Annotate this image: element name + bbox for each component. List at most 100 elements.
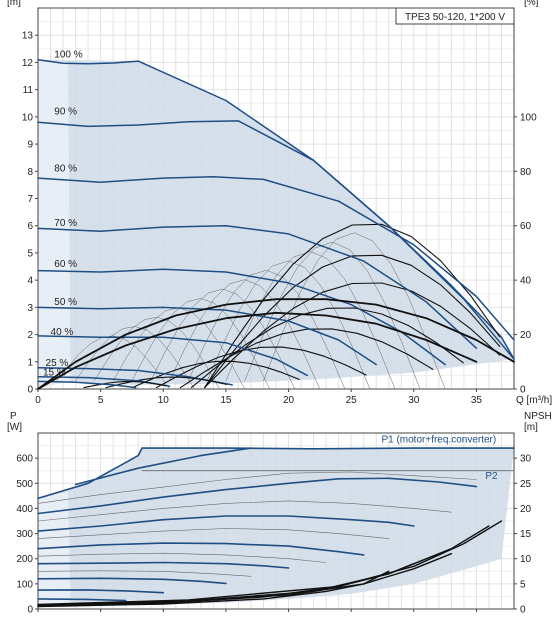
y-right-tick-label: 60 (520, 221, 532, 232)
y-tick-label: 4 (27, 276, 33, 287)
eta-iso-line (131, 298, 270, 390)
speed-curve-60-line (37, 268, 446, 366)
eta-arc (155, 346, 367, 389)
annotation-label: P1 (motor+freq.converter) (381, 435, 496, 446)
y-tick-label: 400 (16, 504, 33, 515)
eta-iso-line (169, 279, 321, 390)
operating-envelope (38, 59, 514, 385)
speed-label: 15 % (43, 368, 66, 379)
eta-iso-line (150, 288, 296, 390)
y-right-axis-unit: [%] (524, 0, 539, 8)
min-speed-curve (37, 380, 137, 389)
npsh-curve (37, 570, 390, 608)
npsh-curve (37, 520, 503, 606)
y-right-tick-label: 10 (520, 554, 532, 565)
x-tick-label: 25 (346, 395, 358, 406)
y-right-axis-label: NPSH (524, 411, 552, 422)
y-tick-label: 3 (27, 303, 33, 314)
speed-label: 40 % (51, 327, 74, 338)
speed-label: 80 % (54, 164, 77, 175)
y-tick-label: 500 (16, 479, 33, 490)
x-tick-label: 20 (283, 395, 295, 406)
y-right-tick-label: 40 (520, 276, 532, 287)
thin-power-curve (37, 500, 452, 522)
y-axis-unit: [m] (7, 0, 21, 8)
eta-iso-line (188, 269, 346, 390)
y-tick-label: 0 (27, 605, 33, 616)
eta-arc (105, 376, 227, 389)
eta-arc (83, 381, 167, 389)
y-axis-unit: [W] (7, 422, 22, 433)
x-tick-label: 0 (35, 395, 41, 406)
speed-curve-100-line (37, 58, 515, 360)
y-tick-label: 0 (27, 385, 33, 396)
x-tick-label: 15 (220, 395, 232, 406)
x-tick-label: 5 (98, 395, 104, 406)
chart-title: TPE3 50-120, 1*200 V (405, 12, 505, 23)
speed-label: 90 % (54, 106, 77, 117)
y-tick-label: 10 (22, 112, 34, 123)
y-right-tick-label: 80 (520, 167, 532, 178)
x-tick-label: 10 (158, 395, 170, 406)
power-curve (37, 598, 127, 602)
thin-power-curve (37, 552, 327, 563)
eta-iso-line (244, 241, 421, 390)
speed-label: 70 % (54, 218, 77, 229)
speed-curve-90-line (37, 120, 515, 360)
y-tick-label: 200 (16, 554, 33, 565)
eta-curve (37, 298, 515, 390)
y-tick-label: 1 (27, 357, 33, 368)
y-right-tick-label: 5 (520, 579, 526, 590)
eta-iso-line (263, 232, 446, 390)
speed-label: 50 % (54, 297, 77, 308)
y-right-tick-label: 0 (520, 605, 526, 616)
y-right-tick-label: 20 (520, 330, 532, 341)
y-right-tick-label: 20 (520, 504, 532, 515)
eta-iso-line (206, 260, 371, 390)
y-tick-label: 2 (27, 330, 33, 341)
y-right-tick-label: 30 (520, 454, 532, 465)
power-curve (37, 542, 365, 556)
thin-power-curve (37, 570, 252, 577)
envelope-left-band (38, 59, 71, 389)
x-tick-label: 30 (408, 395, 420, 406)
speed-label: 25 % (46, 358, 69, 369)
y-tick-label: 13 (22, 31, 34, 42)
power-curve (37, 589, 165, 594)
y-tick-label: 100 (16, 579, 33, 590)
y-tick-label: 9 (27, 140, 33, 151)
y-right-axis-unit: [m] (524, 422, 538, 433)
eta-arc (204, 223, 501, 389)
y-tick-label: 8 (27, 167, 33, 178)
y-tick-label: 6 (27, 221, 33, 232)
y-right-tick-label: 15 (520, 529, 532, 540)
y-right-tick-label: 100 (520, 112, 537, 123)
eta-arc (131, 360, 300, 389)
title-box (395, 7, 515, 25)
eta-iso-line (56, 335, 170, 390)
y-axis-label: P (10, 411, 17, 422)
x-axis-label: Q [m³/h] (516, 395, 552, 406)
speed-curve-50-line (37, 306, 377, 366)
power-curve (37, 561, 290, 569)
speed-label: 60 % (54, 259, 77, 270)
y-tick-label: 11 (23, 85, 34, 96)
p1-max-curve (37, 447, 515, 500)
x-tick-label: 35 (471, 395, 483, 406)
power-curve (37, 477, 478, 515)
y-tick-label: 7 (27, 194, 33, 205)
speed-curve-70-line (37, 224, 478, 349)
y-tick-label: 600 (16, 454, 33, 465)
thin-power-curve (37, 471, 477, 504)
power-curve (37, 515, 415, 532)
eta-arc (204, 254, 501, 389)
y-right-tick-label: 25 (520, 479, 532, 490)
npsh-curve (37, 553, 453, 607)
y-tick-label: 5 (27, 248, 33, 259)
y-tick-label: 300 (16, 529, 33, 540)
power-curve (37, 577, 227, 585)
y-tick-label: 12 (22, 58, 34, 69)
speed-curve-40-line (37, 335, 309, 377)
